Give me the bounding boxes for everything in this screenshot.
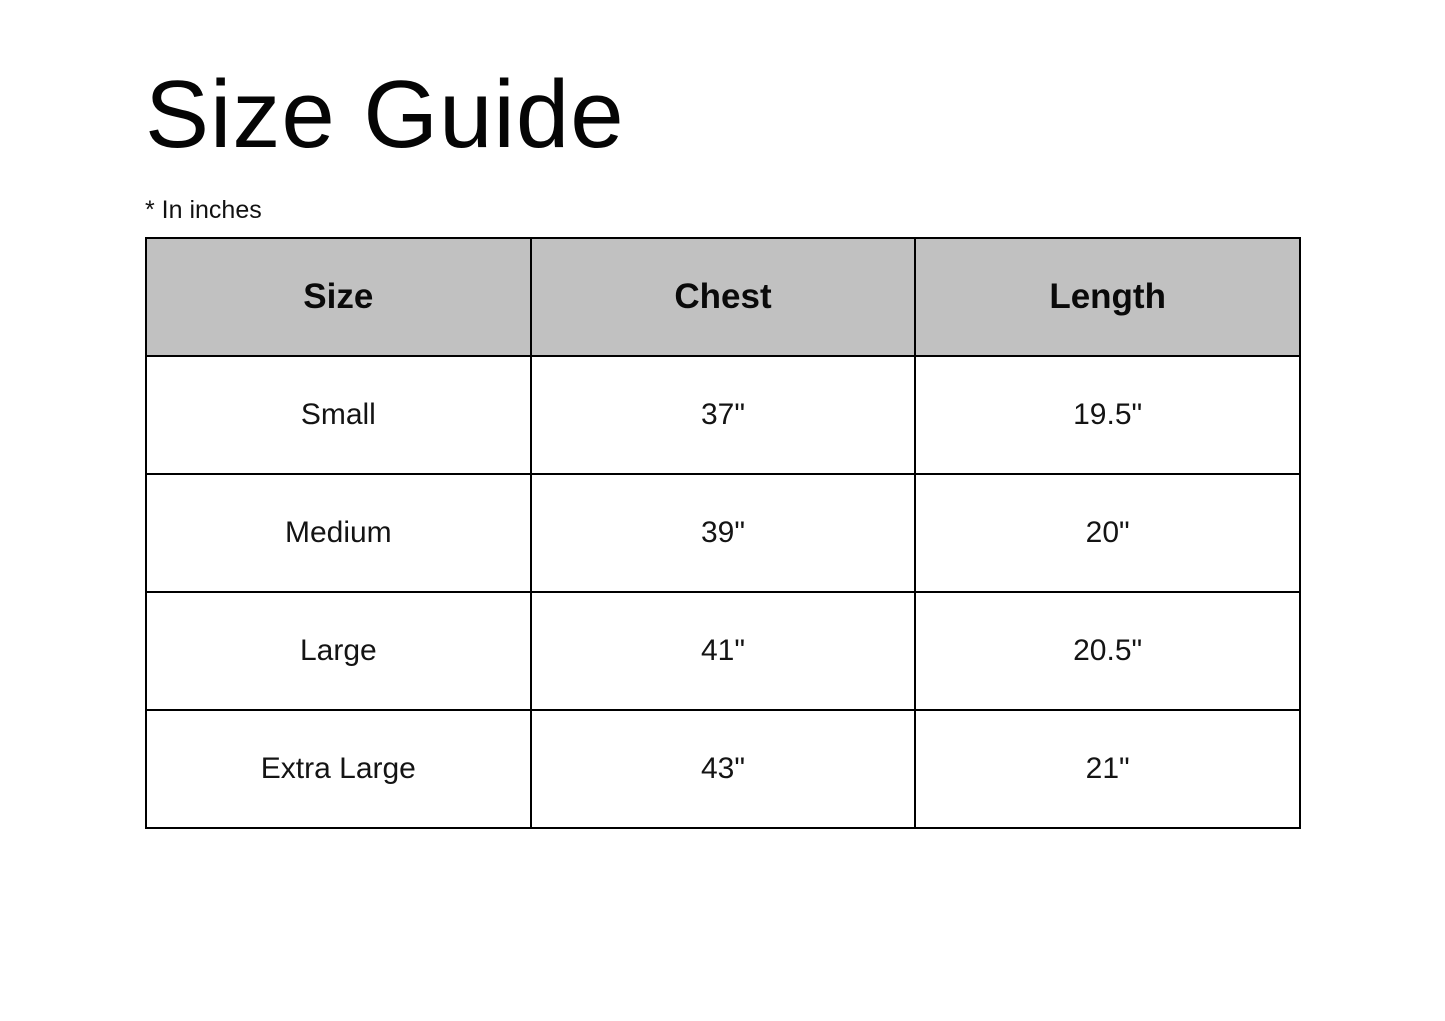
- cell-chest: 39": [529, 473, 917, 593]
- cell-length: 20.5": [914, 591, 1301, 711]
- table-row-small: Small 37" 19.5": [145, 355, 1301, 475]
- table-row-extra-large: Extra Large 43" 21": [145, 709, 1301, 829]
- cell-length: 19.5": [914, 355, 1301, 475]
- cell-chest: 37": [529, 355, 917, 475]
- table-body: Small 37" 19.5" Medium 39" 20" Large 41"…: [145, 355, 1301, 829]
- cell-chest: 43": [529, 709, 917, 829]
- column-header-size: Size: [145, 237, 532, 357]
- column-header-length: Length: [914, 237, 1301, 357]
- cell-size: Medium: [145, 473, 532, 593]
- cell-size: Extra Large: [145, 709, 532, 829]
- size-guide-table: Size Chest Length Small 37" 19.5" Medium…: [145, 237, 1301, 829]
- column-header-chest: Chest: [529, 237, 917, 357]
- table-row-medium: Medium 39" 20": [145, 473, 1301, 593]
- table-row-large: Large 41" 20.5": [145, 591, 1301, 711]
- cell-length: 20": [914, 473, 1301, 593]
- page-title: Size Guide: [145, 61, 625, 168]
- table-header: Size Chest Length: [145, 237, 1301, 357]
- cell-chest: 41": [529, 591, 917, 711]
- units-note: * In inches: [145, 196, 262, 224]
- cell-size: Large: [145, 591, 532, 711]
- cell-size: Small: [145, 355, 532, 475]
- cell-length: 21": [914, 709, 1301, 829]
- header-row: Size Chest Length: [145, 237, 1301, 357]
